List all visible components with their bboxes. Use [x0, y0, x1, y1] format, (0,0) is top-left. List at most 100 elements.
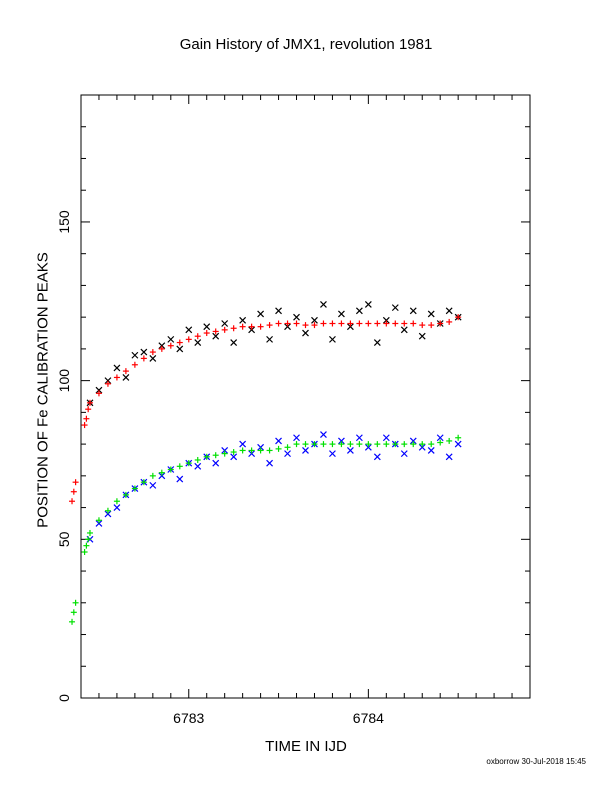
y-tick-label: 100 — [56, 369, 72, 393]
y-tick-label: 0 — [56, 694, 72, 702]
data-point — [104, 510, 112, 518]
data-point — [113, 504, 121, 512]
data-point — [203, 323, 211, 331]
data-point — [436, 434, 444, 442]
data-point — [428, 322, 435, 329]
data-point — [131, 485, 138, 492]
data-point — [302, 441, 309, 448]
data-point — [158, 469, 165, 476]
x-tick-label: 6784 — [353, 710, 384, 726]
data-point — [364, 443, 372, 451]
data-point — [401, 320, 408, 327]
data-point — [355, 307, 363, 315]
data-point — [338, 320, 345, 327]
data-point — [347, 320, 354, 327]
data-point — [302, 447, 309, 454]
data-point — [158, 472, 166, 480]
data-point — [455, 314, 462, 321]
y-tick-label: 150 — [56, 210, 72, 234]
data-point — [365, 320, 372, 327]
data-point — [230, 453, 238, 461]
data-point — [104, 507, 111, 514]
data-point — [69, 618, 76, 625]
data-point — [356, 320, 363, 327]
data-point — [373, 453, 381, 461]
data-point — [410, 320, 417, 327]
data-point — [113, 364, 121, 372]
data-point — [230, 325, 237, 332]
data-point — [329, 320, 336, 327]
data-point — [302, 322, 309, 329]
data-point — [221, 450, 228, 457]
data-point — [293, 434, 300, 442]
data-point — [382, 434, 390, 442]
data-point — [86, 399, 93, 406]
data-point — [427, 447, 435, 454]
data-point — [383, 441, 390, 448]
data-point — [401, 441, 408, 448]
data-point — [320, 441, 327, 448]
data-point — [257, 447, 264, 454]
data-point — [81, 549, 88, 556]
data-point — [455, 434, 462, 441]
data-point — [131, 361, 138, 368]
data-point — [149, 354, 157, 362]
data-point — [364, 301, 372, 308]
plot-frame — [80, 94, 531, 699]
data-point — [410, 441, 417, 448]
data-point — [446, 437, 453, 444]
data-point — [418, 443, 426, 451]
data-point — [167, 335, 175, 343]
data-point — [95, 386, 103, 394]
data-point — [400, 326, 408, 334]
data-point — [320, 431, 327, 439]
data-point — [185, 460, 192, 467]
data-point — [221, 447, 229, 454]
data-point — [176, 475, 184, 483]
data-point — [149, 481, 157, 489]
data-point — [257, 443, 265, 451]
data-point — [85, 406, 92, 413]
data-point — [72, 479, 79, 486]
data-point — [167, 342, 174, 349]
data-point — [329, 335, 336, 343]
data-point — [383, 320, 390, 327]
data-point — [140, 479, 147, 486]
data-point — [113, 498, 120, 505]
data-point — [293, 313, 300, 321]
data-point — [311, 316, 318, 324]
x-tick-label: 6783 — [173, 710, 204, 726]
data-point — [212, 332, 220, 340]
data-point — [293, 320, 300, 327]
data-point — [419, 322, 426, 329]
data-point — [437, 439, 444, 446]
data-point — [85, 536, 92, 543]
data-point — [140, 355, 147, 362]
data-point — [167, 466, 174, 473]
data-point — [72, 599, 79, 606]
data-point — [122, 491, 129, 498]
data-point — [329, 441, 336, 448]
data-point — [337, 437, 345, 445]
data-point — [392, 320, 399, 327]
data-point — [409, 437, 417, 445]
data-point — [194, 456, 201, 463]
data-point — [391, 304, 399, 312]
data-point — [445, 453, 453, 461]
data-point — [392, 441, 399, 448]
data-point — [185, 336, 192, 343]
data-point — [373, 339, 381, 346]
data-point — [257, 323, 264, 330]
data-point — [275, 445, 282, 452]
data-point — [83, 542, 90, 549]
data-point — [428, 441, 435, 448]
data-point — [131, 351, 139, 359]
data-point — [70, 488, 77, 495]
data-point — [346, 447, 354, 454]
data-point — [311, 322, 318, 329]
data-point — [149, 472, 156, 479]
data-point — [185, 326, 193, 334]
data-point — [365, 441, 372, 448]
data-point — [346, 323, 354, 331]
data-point — [338, 441, 345, 448]
